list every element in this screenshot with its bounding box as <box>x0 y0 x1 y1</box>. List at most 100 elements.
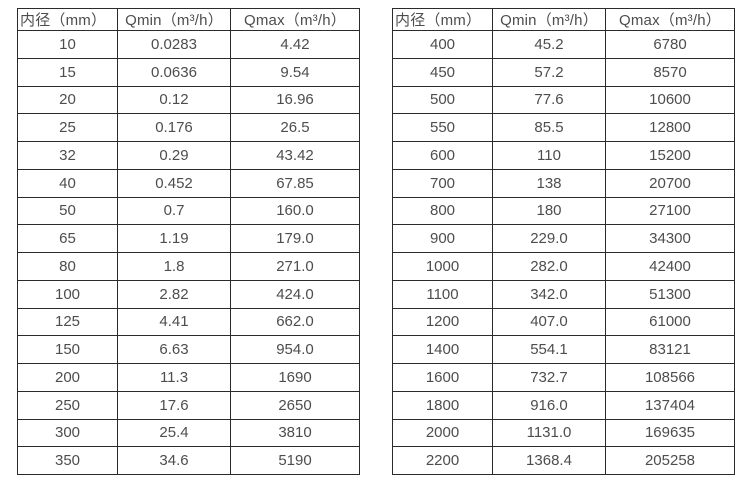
table-cell: 15 <box>17 57 118 87</box>
table-cell: 550 <box>392 113 493 142</box>
table-cell: 150 <box>17 335 118 364</box>
table-cell: 2000 <box>392 418 493 448</box>
table-row: 2200 1368.4 205258 <box>392 446 735 475</box>
table-cell: 67.85 <box>230 168 360 198</box>
table-cell: 662.0 <box>230 307 360 337</box>
table-row: 1400 554.1 83121 <box>392 335 735 364</box>
table-row: 40 0.452 67.85 <box>17 168 360 198</box>
table-cell: 61000 <box>605 307 735 337</box>
table-row: 550 85.5 12800 <box>392 113 735 142</box>
table-row: 125 4.41 662.0 <box>17 307 360 337</box>
table-cell: 180 <box>492 196 606 226</box>
table-cell: 50 <box>17 196 118 226</box>
table-cell: 12800 <box>605 113 735 142</box>
table-cell: 160.0 <box>230 196 360 226</box>
table-row: 600 110 15200 <box>392 141 735 170</box>
table-cell: 43.42 <box>230 141 360 170</box>
column-header: Qmin（m³/h） <box>117 8 231 31</box>
column-header: Qmin（m³/h） <box>492 8 606 31</box>
table-cell: 0.29 <box>117 141 231 170</box>
table-cell: 1131.0 <box>492 418 606 448</box>
table-cell: 350 <box>17 446 118 475</box>
table-row: 400 45.2 6780 <box>392 30 735 59</box>
column-header: Qmax（m³/h） <box>230 8 360 31</box>
table-row: 1800 916.0 137404 <box>392 390 735 420</box>
table-cell: 1000 <box>392 252 493 281</box>
table-cell: 450 <box>392 57 493 87</box>
table-cell: 9.54 <box>230 57 360 87</box>
table-cell: 100 <box>17 279 118 309</box>
table-cell: 20700 <box>605 168 735 198</box>
table-cell: 800 <box>392 196 493 226</box>
table-cell: 6.63 <box>117 335 231 364</box>
table-cell: 0.452 <box>117 168 231 198</box>
table-cell: 169635 <box>605 418 735 448</box>
table-row: 900 229.0 34300 <box>392 224 735 253</box>
table-row: 1000 282.0 42400 <box>392 252 735 281</box>
table-cell: 1.19 <box>117 224 231 253</box>
table-cell: 1200 <box>392 307 493 337</box>
table-cell: 83121 <box>605 335 735 364</box>
table-cell: 27100 <box>605 196 735 226</box>
table-cell: 200 <box>17 363 118 392</box>
table-row: 25 0.176 26.5 <box>17 113 360 142</box>
table-cell: 1400 <box>392 335 493 364</box>
table-cell: 10600 <box>605 85 735 115</box>
table-cell: 5190 <box>230 446 360 475</box>
table-cell: 137404 <box>605 390 735 420</box>
table-row: 250 17.6 2650 <box>17 390 360 420</box>
table-cell: 0.7 <box>117 196 231 226</box>
table-cell: 1100 <box>392 279 493 309</box>
table-cell: 25.4 <box>117 418 231 448</box>
table-cell: 2.82 <box>117 279 231 309</box>
table-cell: 26.5 <box>230 113 360 142</box>
table-cell: 407.0 <box>492 307 606 337</box>
table-row: 200 11.3 1690 <box>17 363 360 392</box>
table-cell: 32 <box>17 141 118 170</box>
table-cell: 1368.4 <box>492 446 606 475</box>
table-cell: 2200 <box>392 446 493 475</box>
table-row: 150 6.63 954.0 <box>17 335 360 364</box>
table-cell: 229.0 <box>492 224 606 253</box>
table-cell: 424.0 <box>230 279 360 309</box>
table-cell: 125 <box>17 307 118 337</box>
table-cell: 16.96 <box>230 85 360 115</box>
table-cell: 80 <box>17 252 118 281</box>
table-cell: 900 <box>392 224 493 253</box>
table-cell: 57.2 <box>492 57 606 87</box>
table-cell: 8570 <box>605 57 735 87</box>
table-cell: 205258 <box>605 446 735 475</box>
table-cell: 554.1 <box>492 335 606 364</box>
table-row: 15 0.0636 9.54 <box>17 57 360 87</box>
table-cell: 732.7 <box>492 363 606 392</box>
table-cell: 4.41 <box>117 307 231 337</box>
table-cell: 77.6 <box>492 85 606 115</box>
table-cell: 179.0 <box>230 224 360 253</box>
flow-table-small-diameters: 内径（mm） Qmin（m³/h） Qmax（m³/h） 10 0.0283 4.42 15… <box>17 8 360 475</box>
table-row: 500 77.6 10600 <box>392 85 735 115</box>
table-row: 1100 342.0 51300 <box>392 279 735 309</box>
table-cell: 65 <box>17 224 118 253</box>
table-cell: 1.8 <box>117 252 231 281</box>
table-cell: 4.42 <box>230 30 360 59</box>
table-cell: 250 <box>17 390 118 420</box>
table-row: 100 2.82 424.0 <box>17 279 360 309</box>
table-cell: 11.3 <box>117 363 231 392</box>
table-cell: 916.0 <box>492 390 606 420</box>
table-cell: 25 <box>17 113 118 142</box>
table-cell: 282.0 <box>492 252 606 281</box>
table-row: 1200 407.0 61000 <box>392 307 735 337</box>
table-cell: 45.2 <box>492 30 606 59</box>
table-cell: 0.12 <box>117 85 231 115</box>
table-row: 65 1.19 179.0 <box>17 224 360 253</box>
table-cell: 1800 <box>392 390 493 420</box>
table-cell: 0.0636 <box>117 57 231 87</box>
flow-table-large-diameters: 内径（mm） Qmin（m³/h） Qmax（m³/h） 400 45.2 6780 450… <box>392 8 735 475</box>
table-cell: 700 <box>392 168 493 198</box>
table-row: 50 0.7 160.0 <box>17 196 360 226</box>
table-cell: 2650 <box>230 390 360 420</box>
table-row: 10 0.0283 4.42 <box>17 30 360 59</box>
table-cell: 6780 <box>605 30 735 59</box>
table-cell: 342.0 <box>492 279 606 309</box>
